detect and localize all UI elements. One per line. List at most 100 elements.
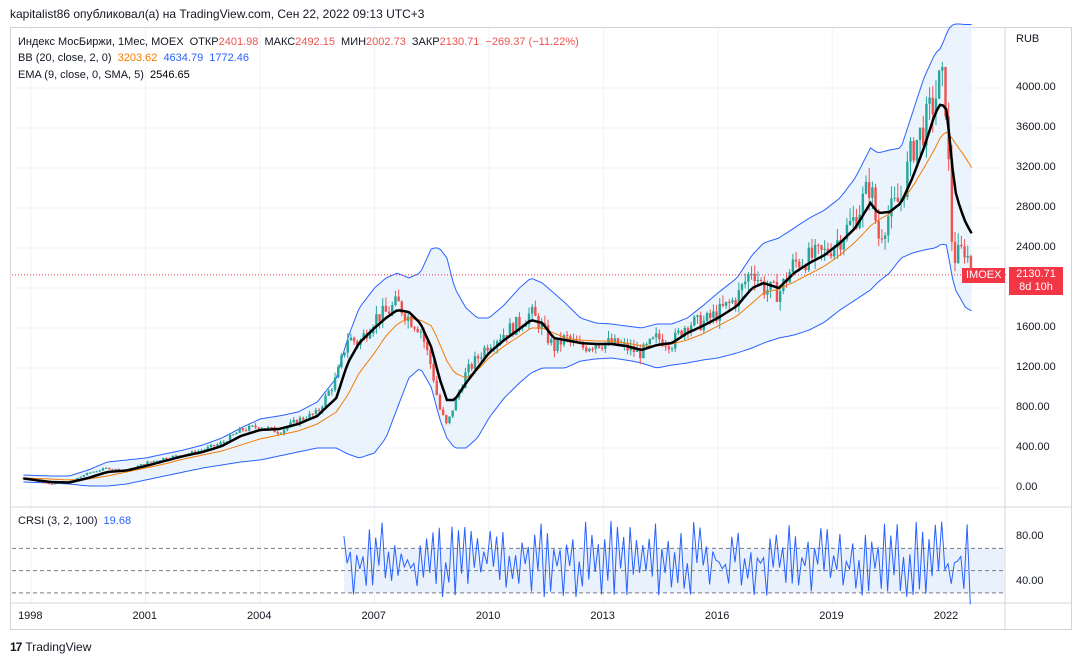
candle-body — [295, 419, 299, 424]
candle-body — [909, 140, 912, 162]
chart-frame — [10, 27, 1072, 630]
candle-body — [798, 261, 801, 268]
candle-body — [543, 323, 547, 326]
candle-body — [880, 238, 884, 240]
candle-body — [480, 357, 483, 359]
tradingview-wordmark: TradingView — [25, 640, 92, 654]
candle-body — [416, 328, 419, 333]
candle-body — [756, 280, 760, 282]
candle-body — [476, 356, 480, 359]
candle-body — [810, 247, 814, 258]
candle-body — [378, 314, 381, 322]
candle-body — [852, 217, 855, 221]
candle-body — [635, 348, 639, 352]
candle-body — [174, 455, 178, 457]
candle-body — [422, 331, 426, 342]
tradingview-logo[interactable]: 17 TradingView — [10, 640, 91, 654]
low-value: 2002.73 — [366, 36, 406, 48]
open-value: 2401.98 — [218, 36, 259, 48]
year-tick-label: 2010 — [475, 610, 501, 622]
candle-body — [607, 338, 610, 343]
candle-body — [527, 313, 531, 325]
candle-body — [842, 239, 845, 250]
candle-body — [941, 67, 944, 71]
price-tick-label: 0.00 — [1016, 481, 1038, 493]
candle-body — [391, 305, 394, 314]
candle-body — [518, 316, 521, 328]
currency-label: RUB — [1016, 33, 1040, 45]
main-legend[interactable]: Индекс МосБиржи, 1Мес, MOEX ОТКР2401.98 … — [18, 36, 582, 48]
year-tick-label: 2013 — [590, 610, 615, 622]
bb-basis-line — [23, 131, 973, 481]
candle-body — [143, 464, 146, 466]
candle-body — [209, 444, 213, 447]
candle-body — [861, 193, 865, 215]
crsi-pane — [12, 520, 1004, 605]
candle-body — [883, 235, 887, 239]
ema-legend[interactable]: EMA (9, close, 0, SMA, 5) 2546.65 — [18, 69, 193, 81]
candle-body — [912, 140, 915, 161]
candle-body — [534, 306, 537, 317]
bb-legend[interactable]: BB (20, close, 2, 0) 3203.62 4634.79 177… — [18, 52, 252, 64]
candle-body — [581, 343, 585, 348]
price-tick-label: 1600.00 — [1016, 321, 1056, 333]
candle-body — [82, 475, 86, 477]
bb-fill — [23, 24, 972, 486]
candle-body — [594, 345, 597, 349]
crsi-value: 19.68 — [103, 515, 132, 527]
candle-body — [966, 255, 969, 258]
price-tick-label: 800.00 — [1016, 401, 1050, 413]
candle-body — [839, 240, 842, 250]
candle-body — [50, 483, 54, 485]
candle-body — [333, 377, 337, 390]
candle-body — [302, 417, 305, 420]
candle-body — [731, 300, 734, 303]
candle-body — [515, 316, 518, 335]
candle-body — [877, 220, 880, 239]
candle-body — [820, 245, 823, 250]
bb-lower-line — [23, 243, 972, 487]
price-tick-label: 3200.00 — [1016, 161, 1056, 173]
candle-body — [915, 139, 919, 161]
candle-body — [308, 413, 311, 420]
candle-body — [213, 444, 216, 447]
candle-body — [47, 483, 51, 485]
candle-body — [340, 355, 343, 368]
bb-upper-value: 4634.79 — [163, 52, 204, 64]
candle-body — [753, 273, 756, 282]
year-tick-label: 2019 — [819, 610, 844, 622]
candle-body — [244, 430, 248, 432]
candle-body — [286, 426, 289, 430]
bb-upper-line — [23, 23, 972, 477]
candle-body — [651, 337, 655, 339]
candle-body — [464, 372, 467, 389]
candle-body — [445, 415, 448, 424]
tradingview-mark-icon: 17 — [10, 640, 22, 654]
candle-body — [152, 460, 156, 462]
candle-body — [813, 244, 817, 258]
candle-body — [486, 347, 489, 351]
candle-body — [289, 422, 292, 427]
candle-body — [448, 416, 451, 424]
candle-body — [750, 273, 753, 275]
candle-body — [89, 472, 92, 474]
candle-body — [349, 337, 353, 341]
crsi-legend[interactable]: CRSI (3, 2, 100) 19.68 — [18, 515, 134, 527]
year-tick-label: 2007 — [361, 610, 386, 622]
candle-body — [604, 342, 607, 349]
candle-body — [890, 198, 893, 217]
price-tick-label: 4000.00 — [1016, 81, 1056, 93]
candle-body — [689, 325, 693, 332]
candle-body — [267, 427, 270, 429]
candle-body — [709, 313, 712, 318]
candle-body — [693, 316, 696, 326]
candle-body — [829, 253, 833, 257]
candle-body — [925, 103, 928, 146]
candle-body — [804, 265, 807, 271]
change-value: −269.37 (−11.22%) — [485, 36, 579, 48]
candle-body — [251, 425, 254, 427]
candle-body — [451, 410, 454, 417]
candle-body — [565, 335, 569, 337]
candle-body — [356, 341, 359, 345]
